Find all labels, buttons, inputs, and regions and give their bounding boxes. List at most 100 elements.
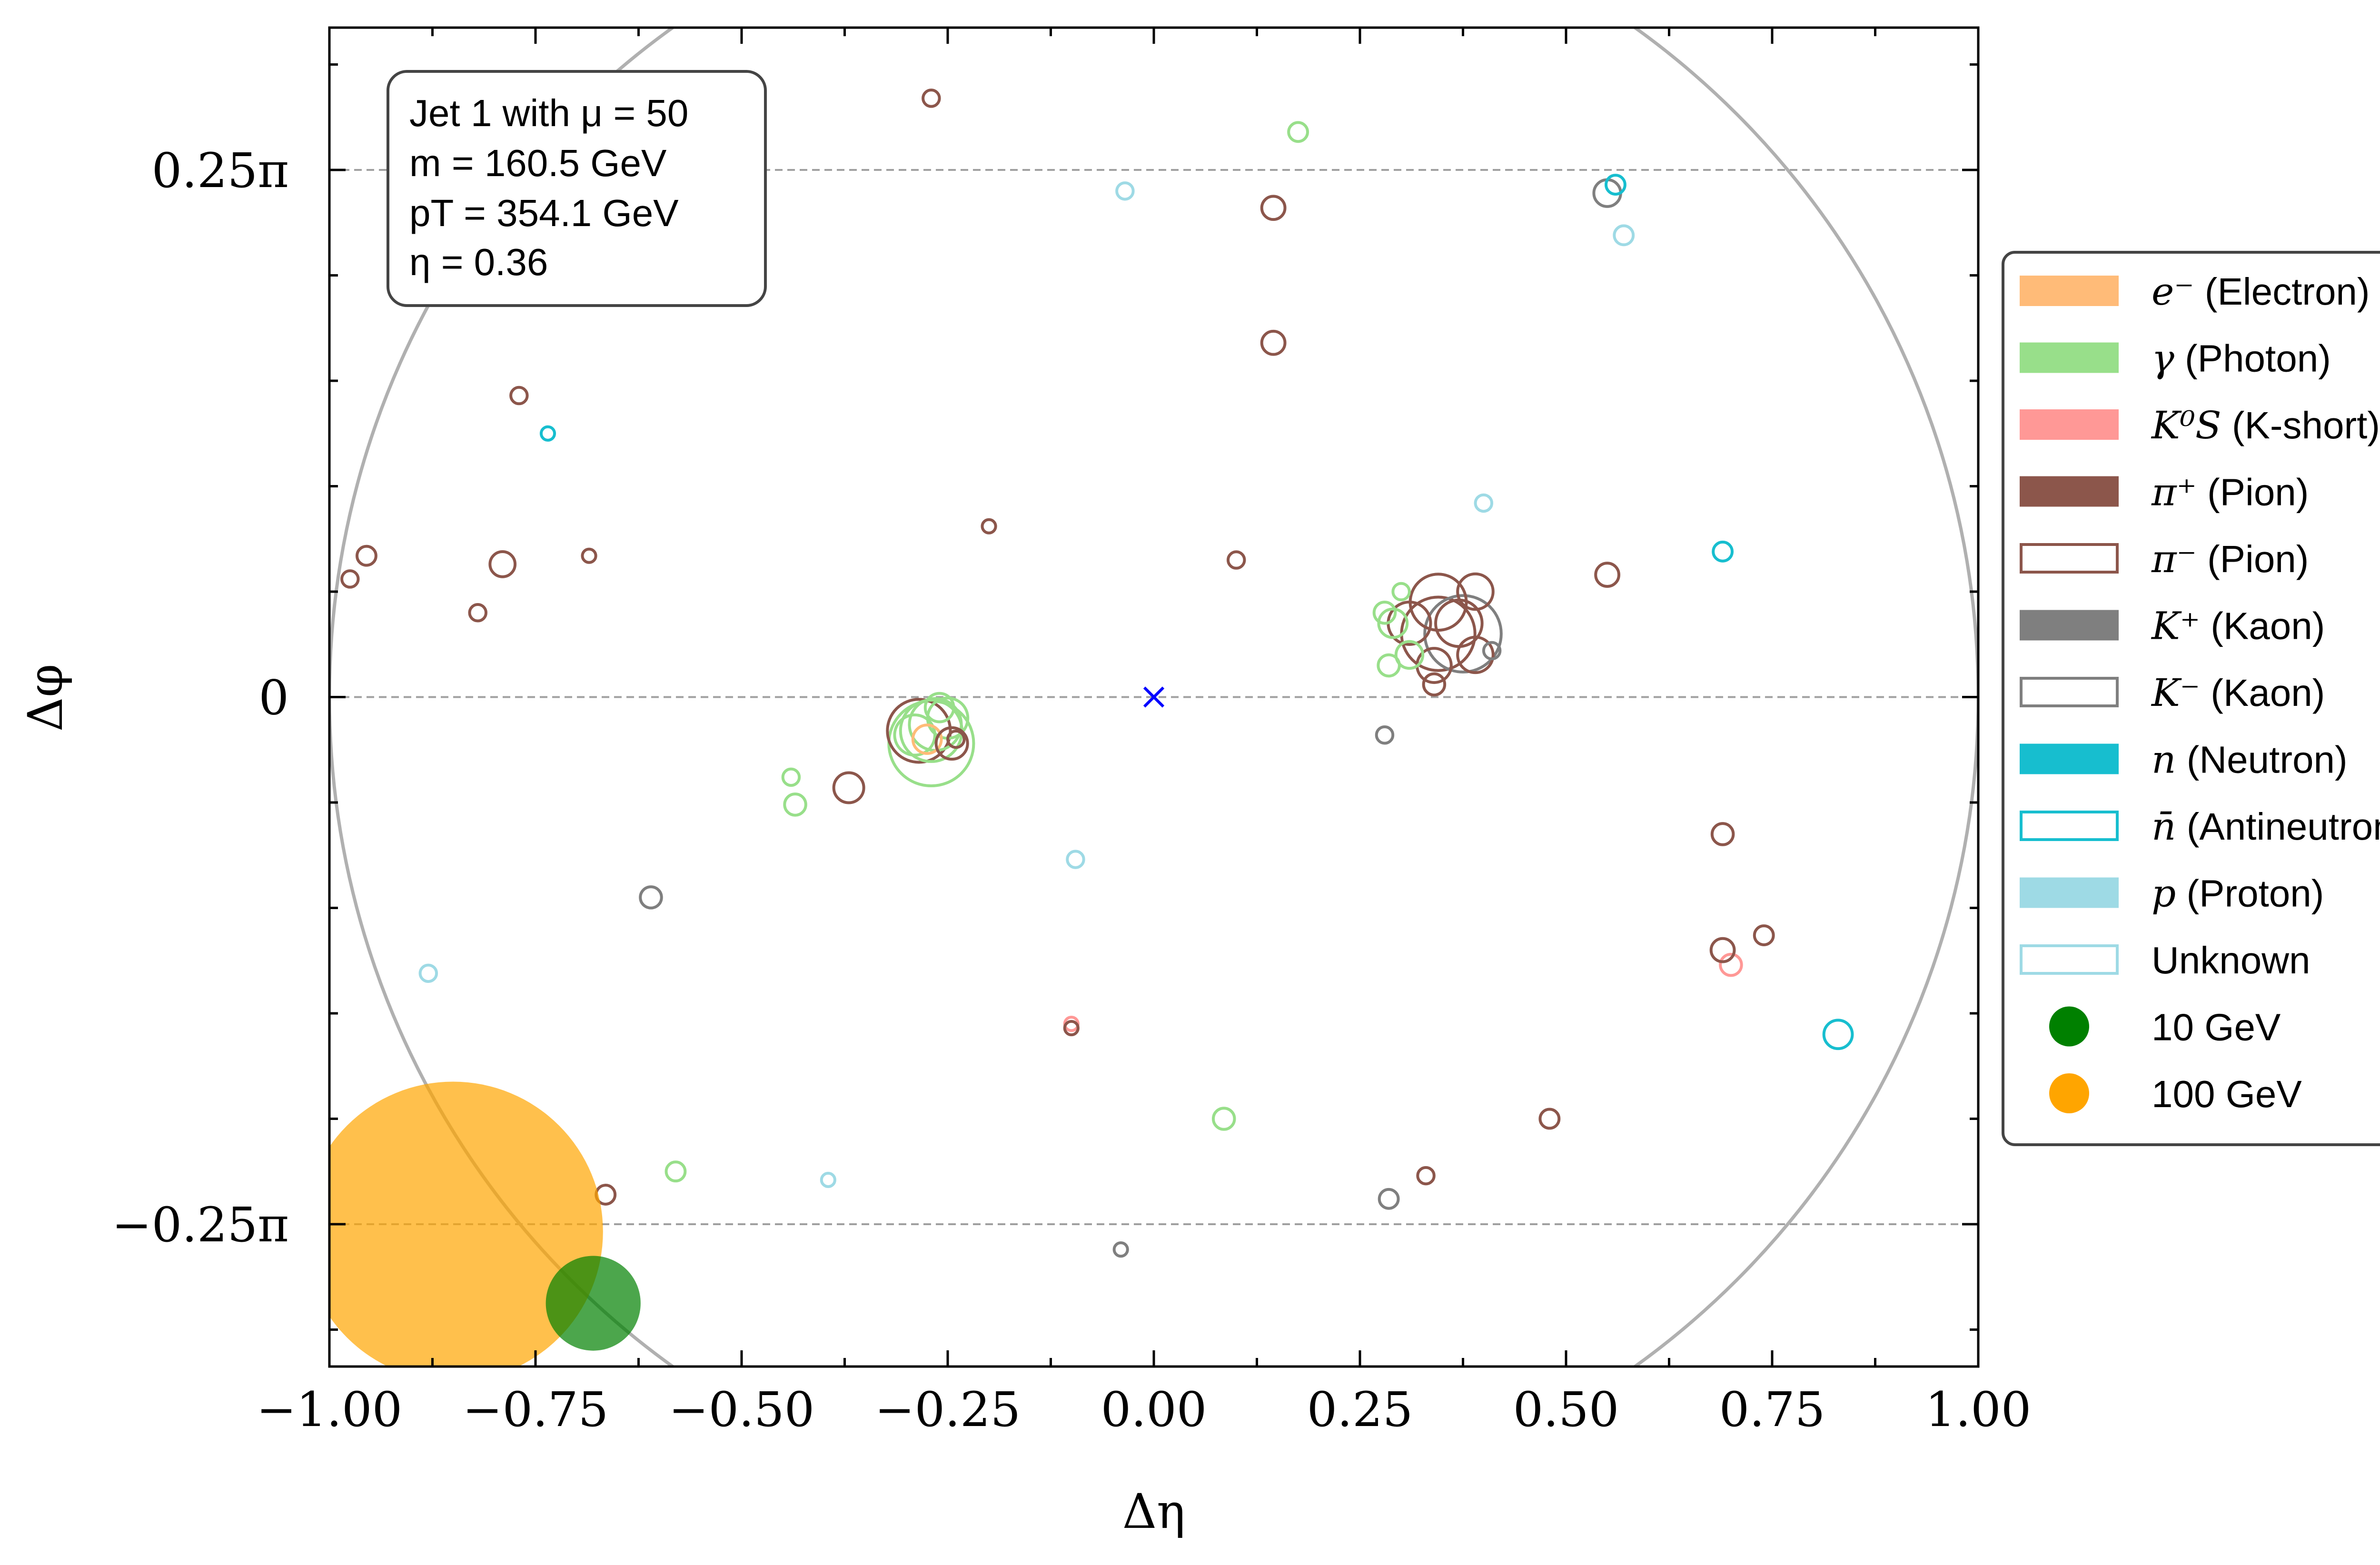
- legend-label: 10 GeV: [2152, 1006, 2281, 1049]
- axis-tick-labels: −1.00 −0.75 −0.50 −0.25 0.00 0.25 0.50 0.75 1.00…: [112, 143, 2032, 1437]
- particle-point: [1416, 1166, 1436, 1186]
- legend-dot-swatch: [2049, 1006, 2089, 1047]
- particle-point: [893, 713, 936, 757]
- particle-point: [1115, 181, 1135, 201]
- particle-point: [1378, 1188, 1400, 1210]
- particle-point: [1474, 493, 1494, 513]
- legend-text: (Electron): [2194, 270, 2370, 313]
- particle-point: [922, 89, 941, 108]
- particle-point: [886, 698, 952, 764]
- x-tick-label: 0.75: [1719, 1382, 1825, 1437]
- particle-point: [1712, 540, 1734, 563]
- legend-label: Unknown: [2152, 939, 2311, 981]
- legend-swatch: [2020, 610, 2119, 641]
- particle-point: [1226, 550, 1246, 570]
- legend-frame: [2002, 251, 2380, 1146]
- particle-point: [781, 767, 801, 787]
- particle-point: [1391, 582, 1411, 602]
- info-box-line-3: pT = 354.1 GeV: [409, 192, 679, 234]
- particle-point: [1710, 822, 1735, 846]
- info-box-line-1: Jet 1 with μ = 50: [409, 92, 688, 134]
- legend-symbol: γ: [2152, 337, 2174, 381]
- particle-layer: [340, 89, 1854, 1258]
- particle-point: [923, 692, 955, 723]
- legend-text: (Pion): [2197, 538, 2309, 580]
- energy-scale-layer: [329, 1081, 641, 1367]
- particle-point: [1211, 1107, 1236, 1131]
- particle-point: [539, 425, 556, 442]
- particle-point: [1753, 924, 1775, 947]
- x-tick-label: 0.00: [1101, 1382, 1207, 1437]
- particle-point: [1456, 572, 1495, 611]
- particle-point: [1482, 641, 1502, 661]
- particle-point: [1594, 562, 1620, 588]
- legend-label: π⁺ (Pion): [2151, 470, 2309, 515]
- particle-point: [1538, 1108, 1561, 1130]
- particle-point: [1377, 653, 1401, 678]
- legend-symbol: π⁺: [2151, 470, 2197, 515]
- legend-label: K⁻ (Kaon): [2151, 671, 2325, 715]
- x-tick-label: −1.00: [257, 1382, 402, 1437]
- particle-point: [1604, 174, 1626, 196]
- legend-swatch: [2020, 743, 2119, 774]
- legend-text: (Photon): [2174, 337, 2331, 380]
- particle-point: [581, 547, 597, 564]
- x-axis-label: Δη: [1122, 1484, 1185, 1539]
- legend-swatch: [2020, 677, 2119, 707]
- x-tick-label: 0.25: [1307, 1382, 1413, 1437]
- legend-symbol: K⁻: [2151, 671, 2200, 715]
- particle-point: [418, 963, 438, 983]
- particle-point: [340, 569, 360, 589]
- legend-text: (Antineutron): [2176, 805, 2380, 848]
- legend-symbol: e⁻: [2152, 269, 2194, 314]
- legend-swatch: [2020, 543, 2119, 574]
- particle-point: [1423, 594, 1503, 674]
- x-tick-label: 0.50: [1513, 1382, 1619, 1437]
- particle-point: [1260, 329, 1287, 356]
- y-tick-label: 0.25π: [152, 143, 289, 198]
- legend: e⁻ (Electron) γ (Photon) K⁰S (K-short) π⁺ (…: [2002, 251, 2380, 1146]
- legend-text: (Kaon): [2200, 672, 2325, 714]
- particle-point: [664, 1160, 687, 1183]
- particle-point: [1063, 1020, 1080, 1037]
- particle-point: [488, 550, 517, 578]
- legend-label: γ (Photon): [2152, 337, 2331, 381]
- legend-text: (Kaon): [2200, 605, 2325, 647]
- particle-point: [1613, 224, 1635, 247]
- legend-swatch: [2020, 811, 2119, 841]
- particle-point: [1709, 937, 1736, 963]
- legend-swatch: [2020, 342, 2119, 373]
- legend-text: (Proton): [2176, 872, 2324, 915]
- info-box-line-2: m = 160.5 GeV: [409, 142, 667, 184]
- x-tick-label: −0.75: [463, 1382, 608, 1437]
- legend-label: K⁺ (Kaon): [2151, 604, 2325, 648]
- particle-point: [1394, 640, 1425, 670]
- legend-label: p (Proton): [2152, 872, 2324, 916]
- y-tick-label: 0: [258, 670, 289, 726]
- particle-point: [639, 885, 663, 910]
- legend-entries: e⁻ (Electron) γ (Photon) K⁰S (K-short) π⁺ (…: [2020, 269, 2380, 1115]
- legend-swatch: [2020, 476, 2119, 507]
- legend-label: n̄ (Antineutron): [2152, 804, 2380, 849]
- particle-point: [1719, 952, 1743, 977]
- legend-label: n (Neutron): [2152, 738, 2348, 782]
- particle-point: [1066, 850, 1085, 869]
- legend-text: (K-short): [2221, 404, 2380, 446]
- particle-point: [946, 729, 966, 749]
- particle-point: [981, 518, 997, 535]
- legend-label: K⁰S (K-short): [2151, 403, 2380, 447]
- particle-point: [1112, 1241, 1129, 1258]
- legend-text: (Neutron): [2176, 739, 2348, 781]
- legend-symbol: K⁺: [2151, 604, 2200, 648]
- particle-point: [911, 723, 943, 755]
- legend-text: 10 GeV: [2152, 1006, 2281, 1049]
- legend-label: 100 GeV: [2152, 1073, 2302, 1115]
- particle-point: [832, 771, 865, 804]
- particle-point: [1822, 1019, 1854, 1050]
- y-tick-label: −0.25π: [112, 1197, 289, 1253]
- legend-symbol: n̄: [2152, 804, 2176, 849]
- energy-scale-dot-10: [545, 1256, 641, 1351]
- legend-swatch: [2020, 276, 2119, 306]
- info-box: Jet 1 with μ = 50 m = 160.5 GeV pT = 354…: [387, 70, 767, 307]
